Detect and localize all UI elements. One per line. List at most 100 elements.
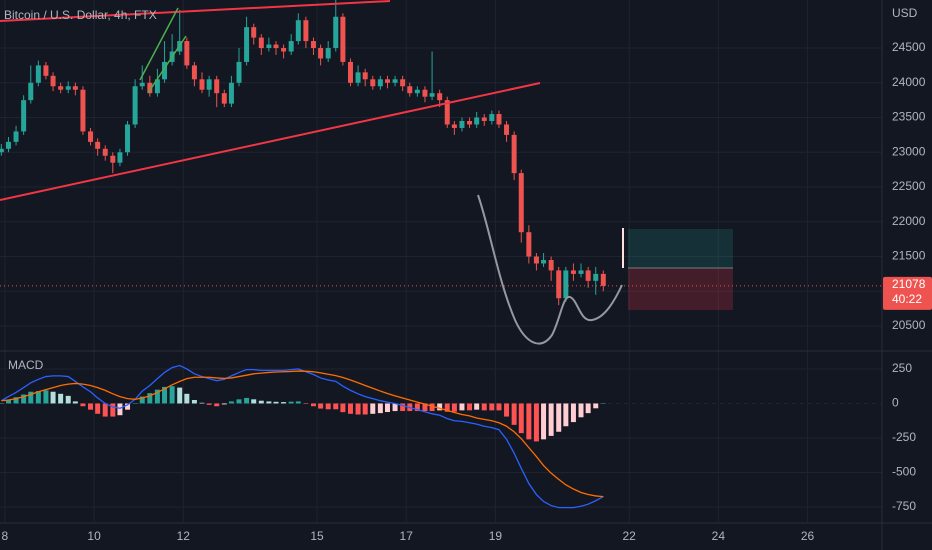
macd-histogram-bar <box>370 403 376 414</box>
candle-body <box>251 27 257 38</box>
macd-histogram-bar <box>169 386 175 404</box>
macd-histogram-bar <box>236 399 242 404</box>
macd-histogram-bar <box>65 395 71 404</box>
macd-histogram-bar <box>199 402 205 404</box>
macd-histogram-bar <box>429 403 435 412</box>
macd-histogram-bar <box>511 403 517 425</box>
candle-body <box>184 41 190 66</box>
candle-body <box>58 86 64 90</box>
x-tick-label: 8 <box>2 529 9 543</box>
candle-body <box>556 270 562 299</box>
macd-histogram-bar <box>43 390 49 404</box>
candle-body <box>191 65 197 80</box>
candle-body <box>451 124 457 128</box>
x-tick-label: 15 <box>310 529 324 543</box>
candle-body <box>392 79 398 83</box>
y-tick-label: 24000 <box>892 75 926 89</box>
macd-histogram-bar <box>72 401 78 404</box>
macd-histogram-bar <box>318 403 324 409</box>
last-price-badge <box>883 276 932 310</box>
candle-body <box>303 20 309 42</box>
macd-tick-label: -500 <box>892 465 916 479</box>
macd-histogram-bar <box>95 403 101 414</box>
macd-histogram-bar <box>5 400 11 404</box>
candle-body <box>362 72 368 80</box>
bar-countdown: 40:22 <box>892 292 922 306</box>
x-tick-label: 19 <box>489 529 503 543</box>
candle-body <box>199 79 205 90</box>
candle-body <box>281 48 287 52</box>
candle-body <box>511 134 517 174</box>
macd-histogram-bar <box>467 403 473 411</box>
candle-body <box>35 65 41 83</box>
macd-histogram-bar <box>117 403 123 416</box>
candle-body <box>318 48 324 59</box>
candle-body <box>384 79 390 83</box>
macd-histogram-bar <box>244 397 250 404</box>
macd-histogram-bar <box>132 403 138 404</box>
candle-body <box>533 256 539 264</box>
candle-body <box>474 117 480 125</box>
macd-histogram-bar <box>533 403 539 442</box>
candle-body <box>578 270 584 274</box>
macd-histogram-bar <box>258 400 264 404</box>
candle-body <box>548 259 554 271</box>
macd-histogram-bar <box>362 403 368 415</box>
x-tick-label: 22 <box>622 529 636 543</box>
macd-histogram-bar <box>102 403 108 417</box>
macd-histogram-bar <box>496 403 502 411</box>
candle-body <box>333 16 339 49</box>
candle-body <box>429 93 435 97</box>
candle-body <box>132 86 138 125</box>
macd-histogram-bar <box>347 403 353 414</box>
macd-histogram-bar <box>28 391 34 404</box>
resistance-trendline <box>0 0 391 22</box>
macd-histogram-bar <box>162 386 168 404</box>
macd-histogram-bar <box>585 403 591 414</box>
candle-body <box>400 79 406 87</box>
last-price-label: 21078 <box>892 277 926 291</box>
candle-body <box>258 37 264 49</box>
target-zone <box>628 229 733 268</box>
x-tick-label: 26 <box>801 529 815 543</box>
candle-body <box>489 114 495 121</box>
macd-histogram-bar <box>221 403 227 405</box>
candle-body <box>422 89 428 97</box>
macd-histogram-bar <box>526 403 532 440</box>
macd-histogram-bar <box>251 399 257 404</box>
grid-layer <box>0 0 882 522</box>
candle-body <box>407 86 413 94</box>
macd-histogram-bar <box>437 403 443 411</box>
candle-body <box>21 100 27 132</box>
candle-body <box>504 124 510 135</box>
candle-body <box>370 79 376 87</box>
candle-body <box>5 141 11 149</box>
mark-layer <box>0 0 882 509</box>
candle-body <box>325 48 331 59</box>
macd-histogram-bar <box>451 403 457 412</box>
candle-body <box>481 117 487 121</box>
candle-body <box>444 100 450 125</box>
candle-body <box>340 16 346 62</box>
macd-histogram-bar <box>518 403 524 434</box>
candle-body <box>13 131 19 142</box>
macd-histogram-bar <box>548 403 554 436</box>
macd-histogram-bar <box>489 403 495 411</box>
candle-body <box>125 124 131 153</box>
channel-line <box>139 7 179 81</box>
macd-histogram-bar <box>392 403 398 412</box>
candle-body <box>147 82 153 94</box>
candle-body <box>570 270 576 274</box>
candle-body <box>244 27 250 62</box>
candle-body <box>518 173 524 233</box>
candle-body <box>228 82 234 104</box>
pattern-sketch <box>477 194 623 345</box>
y-tick-label: 20500 <box>892 318 926 332</box>
macd-histogram-bar <box>266 401 272 404</box>
candle-body <box>50 75 56 87</box>
macd-histogram-bar <box>578 403 584 418</box>
candle-body <box>139 82 145 87</box>
macd-histogram-bar <box>414 403 420 412</box>
macd-histogram-bar <box>281 402 287 404</box>
y-tick-label: 22500 <box>892 179 926 193</box>
